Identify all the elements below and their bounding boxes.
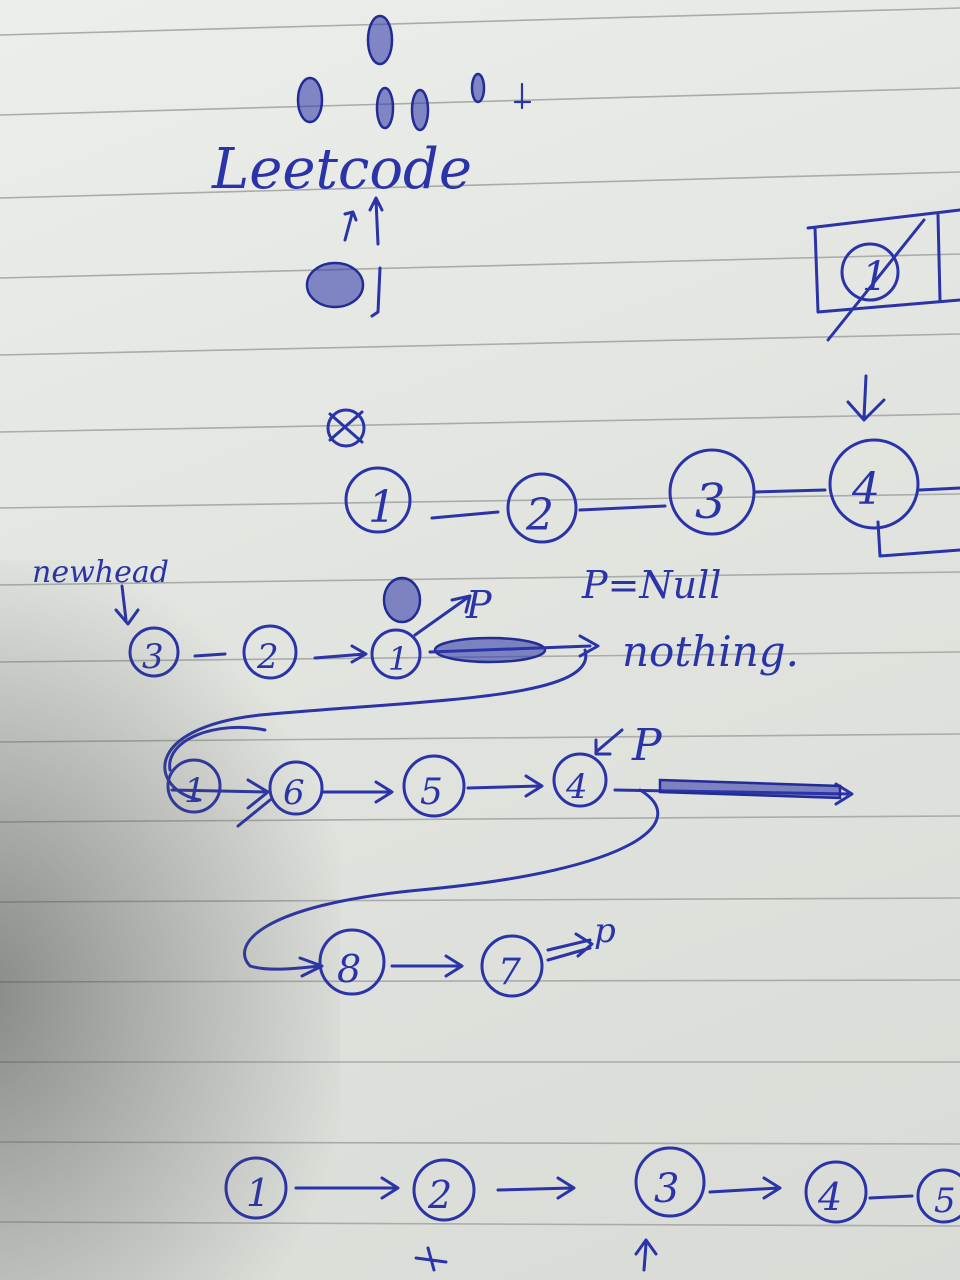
boxed-crossed-node: 1 bbox=[806, 208, 960, 422]
bottom-node-5 bbox=[916, 1168, 960, 1224]
bottom-node-3 bbox=[634, 1146, 706, 1218]
top-node-2-label: 2 bbox=[525, 490, 554, 541]
top-node-4 bbox=[828, 438, 920, 530]
row2-node-5 bbox=[402, 754, 466, 818]
bottom-node-3-label: 3 bbox=[654, 1166, 679, 1212]
bottom-node-4-label: 4 bbox=[817, 1175, 842, 1219]
heading-arrows bbox=[305, 196, 384, 318]
newhead-label: newhead bbox=[32, 555, 169, 590]
row1-node-2-label: 2 bbox=[256, 637, 279, 677]
newhead-arrow bbox=[114, 584, 140, 626]
row1-list: 3 2 1 P bbox=[128, 576, 600, 680]
row3-node-7 bbox=[480, 934, 544, 998]
p-lower-label: p bbox=[594, 911, 616, 951]
row2-node-6-label: 6 bbox=[283, 773, 305, 813]
row1-node-3-label: 3 bbox=[142, 637, 164, 677]
row2-node-4 bbox=[552, 752, 608, 808]
row1-node-1 bbox=[370, 628, 422, 680]
top-node-1 bbox=[344, 466, 412, 534]
row1-node-1-label: 1 bbox=[388, 640, 408, 678]
row3-list: 8 7 p bbox=[318, 911, 616, 998]
heading-text: Leetcode bbox=[211, 137, 472, 202]
bottom-node-5-label: 5 bbox=[934, 1181, 956, 1221]
bottom-list: 1 2 3 4 5 bbox=[224, 1146, 960, 1272]
bottom-node-2-label: 2 bbox=[427, 1173, 452, 1217]
top-list: 1 2 3 4 bbox=[344, 438, 960, 558]
p-null-label: P=Null bbox=[581, 563, 721, 607]
p-upper-label-1: P bbox=[465, 583, 493, 627]
row2-node-4-label: 4 bbox=[565, 767, 588, 807]
crossed-circle bbox=[326, 408, 366, 448]
bottom-node-2 bbox=[412, 1158, 476, 1222]
p-upper-label-2: P bbox=[631, 720, 663, 771]
bottom-node-1-label: 1 bbox=[246, 1171, 270, 1215]
row2-node-5-label: 5 bbox=[420, 772, 443, 813]
top-scribbles bbox=[296, 14, 532, 132]
top-node-2 bbox=[506, 472, 578, 544]
top-node-3-label: 3 bbox=[695, 474, 726, 530]
row3-node-8-label: 8 bbox=[337, 947, 361, 991]
row3-node-7-label: 7 bbox=[498, 952, 521, 993]
top-node-1-label: 1 bbox=[368, 482, 396, 533]
top-node-4-label: 4 bbox=[851, 464, 880, 515]
bottom-node-4 bbox=[804, 1160, 868, 1224]
nothing-label: nothing. bbox=[622, 627, 799, 676]
connector-curve-1 bbox=[163, 648, 588, 802]
